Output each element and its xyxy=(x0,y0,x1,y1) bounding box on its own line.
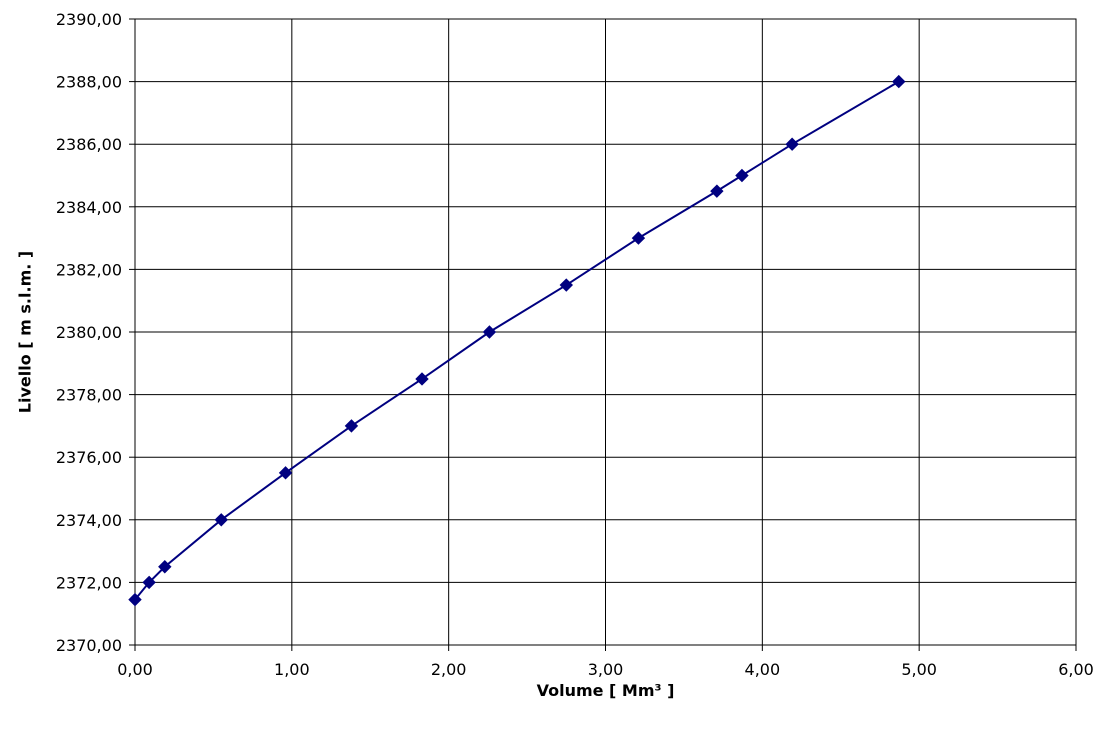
data-point xyxy=(482,325,497,339)
y-tick-label: 2386,00 xyxy=(56,135,122,154)
data-point xyxy=(128,592,142,607)
y-tick-label: 2370,00 xyxy=(56,636,122,655)
x-tick-label: 4,00 xyxy=(745,660,781,679)
data-point xyxy=(785,137,799,151)
x-tick-label: 5,00 xyxy=(901,660,937,679)
data-point xyxy=(278,466,293,480)
x-tick-label: 6,00 xyxy=(1058,660,1094,679)
y-tick-label: 2374,00 xyxy=(56,511,122,530)
y-tick-label: 2390,00 xyxy=(56,10,122,29)
y-axis-title: Livello [ m s.l.m. ] xyxy=(16,251,35,413)
data-point xyxy=(735,168,749,183)
grid xyxy=(134,18,1077,646)
x-tick-label: 1,00 xyxy=(274,660,310,679)
y-tick-label: 2388,00 xyxy=(56,73,122,92)
y-tick-label: 2382,00 xyxy=(56,260,122,279)
data-point xyxy=(559,278,573,292)
x-axis-ticks: 0,00 1,00 2,00 3,00 4,00 5,00 6,00 xyxy=(117,645,1094,679)
data-point xyxy=(892,74,906,89)
x-axis-title: Volume [ Mm³ ] xyxy=(537,681,675,700)
y-axis-ticks: 2370,00 2372,00 2374,00 2376,00 2378,00 2380,… xyxy=(56,10,135,655)
x-tick-label: 3,00 xyxy=(588,660,624,679)
x-tick-label: 2,00 xyxy=(431,660,467,679)
data-point xyxy=(214,513,228,527)
y-tick-label: 2380,00 xyxy=(56,323,122,342)
y-tick-label: 2372,00 xyxy=(56,573,122,592)
y-tick-label: 2378,00 xyxy=(56,386,122,405)
data-point xyxy=(710,184,724,198)
y-tick-label: 2376,00 xyxy=(56,448,122,467)
y-tick-label: 2384,00 xyxy=(56,198,122,217)
x-tick-label: 0,00 xyxy=(117,660,153,679)
series-line xyxy=(134,80,900,601)
data-point xyxy=(142,575,156,590)
data-point xyxy=(631,231,646,245)
data-point xyxy=(344,419,359,433)
series-layer xyxy=(128,74,906,607)
data-point xyxy=(158,560,172,574)
data-point xyxy=(415,372,429,386)
